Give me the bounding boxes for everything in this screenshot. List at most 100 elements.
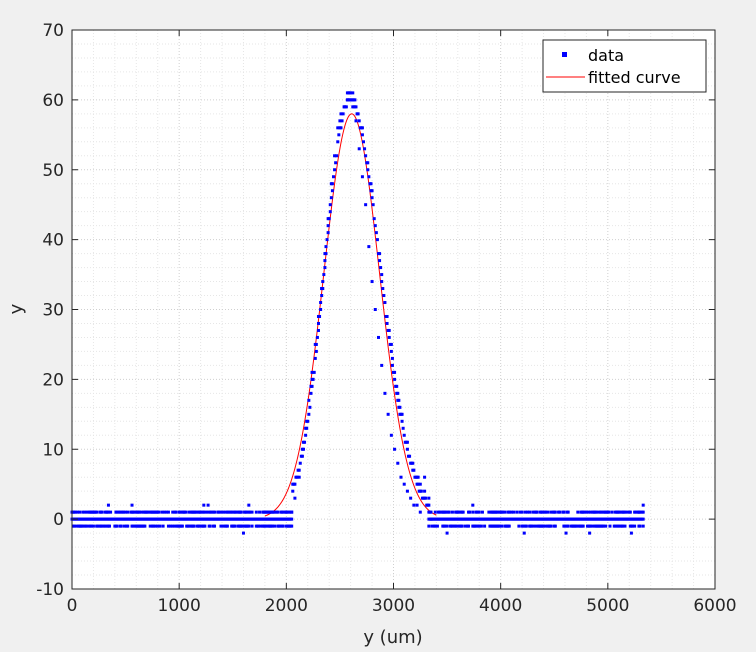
data-point — [187, 524, 191, 528]
data-point — [427, 496, 431, 500]
data-point — [623, 524, 627, 528]
data-point — [208, 524, 212, 528]
data-point — [174, 510, 178, 514]
data-point — [599, 510, 603, 514]
data-point — [310, 370, 314, 374]
data-point — [126, 510, 130, 514]
data-point — [602, 524, 606, 528]
data-point — [333, 168, 337, 172]
fitted-curve-line — [264, 113, 437, 517]
data-point — [433, 510, 437, 514]
data-point — [333, 154, 337, 158]
data-point — [445, 524, 449, 528]
data-point — [433, 524, 437, 528]
data-point — [308, 405, 312, 409]
data-point — [171, 524, 175, 528]
data-point — [233, 524, 237, 528]
data-point — [74, 524, 78, 528]
data-point — [354, 119, 358, 123]
data-point — [450, 510, 454, 514]
x-tick-label: 0 — [67, 596, 78, 616]
data-point — [293, 482, 297, 486]
data-point — [148, 524, 152, 528]
data-point — [558, 510, 562, 514]
data-point — [630, 524, 634, 528]
data-point — [576, 510, 580, 514]
data-point — [108, 524, 112, 528]
data-point — [345, 98, 349, 102]
data-point — [629, 531, 633, 535]
data-point — [340, 119, 344, 123]
x-axis-label: y (um) — [363, 627, 422, 648]
data-point — [166, 510, 170, 514]
y-tick-label: 40 — [42, 231, 64, 251]
data-point — [641, 524, 645, 528]
data-point — [393, 370, 397, 374]
data-point — [123, 524, 127, 528]
data-point — [596, 510, 600, 514]
data-point — [378, 252, 382, 256]
data-point — [385, 314, 389, 318]
data-point — [503, 510, 507, 514]
data-point — [625, 510, 629, 514]
data-point — [290, 524, 294, 528]
data-point — [303, 440, 307, 444]
data-point — [369, 182, 373, 186]
data-point — [73, 510, 77, 514]
data-point — [400, 419, 404, 423]
data-point — [304, 426, 308, 430]
data-point — [247, 503, 251, 507]
data-point — [370, 196, 374, 200]
data-point — [389, 349, 393, 353]
data-point — [291, 489, 295, 493]
data-point — [418, 510, 422, 514]
data-point — [380, 280, 384, 284]
data-point — [477, 524, 481, 528]
data-point — [435, 524, 439, 528]
data-point — [363, 147, 367, 151]
data-point — [160, 510, 164, 514]
data-point — [323, 266, 327, 270]
data-point — [423, 489, 427, 493]
data-point — [314, 349, 318, 353]
data-point — [528, 510, 532, 514]
data-point — [96, 524, 100, 528]
data-point — [361, 140, 365, 144]
data-point — [178, 510, 182, 514]
data-point — [549, 524, 553, 528]
data-point — [380, 273, 384, 277]
data-point — [604, 524, 608, 528]
tick-labels: 0 1000 2000 3000 4000 5000 6000-10010203040506… — [36, 21, 736, 616]
data-point — [278, 524, 282, 528]
data-point — [320, 294, 324, 298]
data-point — [301, 447, 305, 451]
data-point — [430, 524, 434, 528]
data-point — [468, 510, 472, 514]
data-point — [281, 524, 285, 528]
data-point — [273, 510, 277, 514]
data-point — [531, 510, 535, 514]
data-point — [288, 510, 292, 514]
legend-label-fitted-curve: fitted curve — [588, 68, 681, 87]
data-point — [563, 524, 567, 528]
data-point — [617, 524, 621, 528]
data-point — [405, 440, 409, 444]
data-point — [309, 391, 313, 395]
data-point — [475, 510, 479, 514]
data-point — [535, 510, 539, 514]
data-point — [118, 510, 122, 514]
data-point — [589, 524, 593, 528]
data-point — [223, 510, 227, 514]
data-point — [382, 294, 386, 298]
data-point — [307, 412, 311, 416]
data-point — [221, 524, 225, 528]
data-point — [542, 524, 546, 528]
data-point — [637, 510, 641, 514]
data-point — [78, 510, 82, 514]
x-tick-label: 5000 — [586, 596, 629, 616]
data-point — [534, 524, 538, 528]
data-point — [409, 496, 413, 500]
data-point — [353, 98, 357, 102]
data-point — [383, 391, 387, 395]
data-point — [203, 524, 207, 528]
